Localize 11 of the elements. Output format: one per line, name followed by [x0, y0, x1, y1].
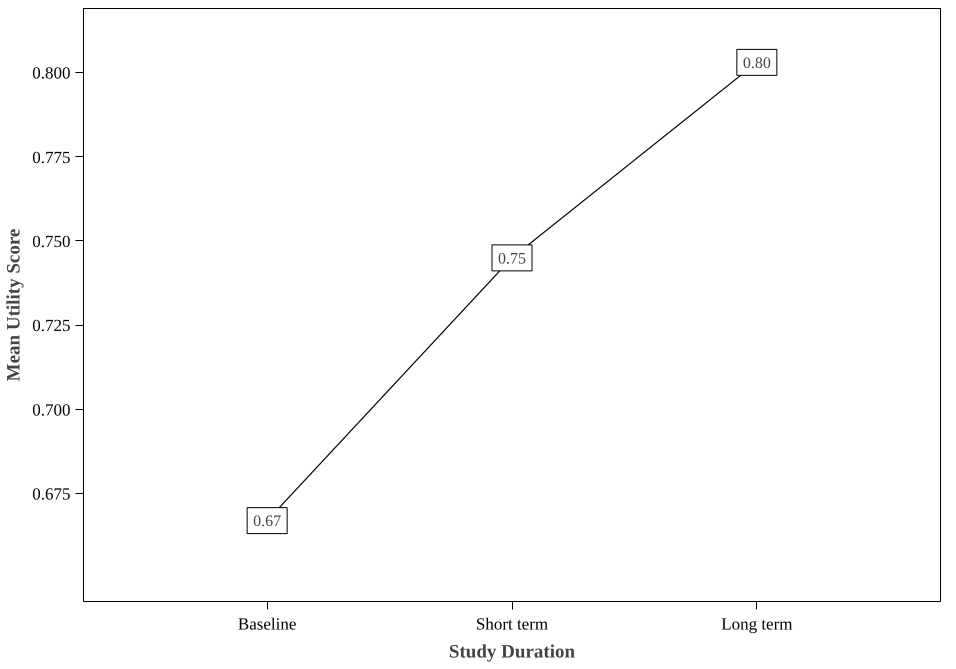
y-tick-label: 0.800: [32, 64, 70, 83]
y-tick-label: 0.725: [32, 316, 70, 336]
x-tick-label: Short term: [476, 614, 548, 634]
x-tick-label: Long term: [721, 614, 793, 634]
y-tick-label: 0.750: [32, 232, 70, 251]
x-axis-title: Study Duration: [448, 642, 576, 662]
y-tick-label: 0.775: [32, 148, 70, 167]
y-tick-label: 0.675: [32, 484, 70, 504]
x-tick-label: Baseline: [238, 614, 296, 634]
y-tick-label: 0.700: [32, 400, 70, 420]
y-axis-title: Mean Utility Score: [3, 228, 24, 382]
